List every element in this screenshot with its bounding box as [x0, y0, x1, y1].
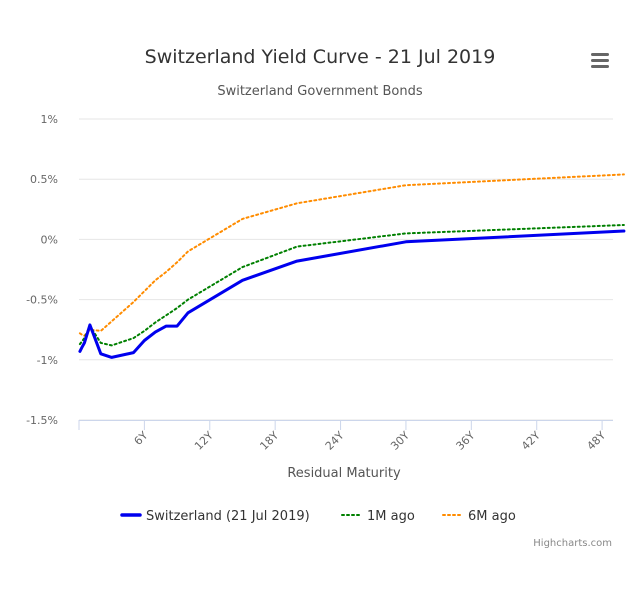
x-axis: 6Y 12Y 18Y 24Y 30Y 36Y 42Y 48Y	[78, 420, 613, 453]
y-tick-label: 1%	[41, 113, 58, 126]
x-tick-label: 36Y	[454, 429, 478, 453]
credits-link[interactable]: Highcharts.com	[533, 538, 612, 549]
x-tick-label: 42Y	[519, 429, 543, 453]
chart-title: Switzerland Yield Curve - 21 Jul 2019	[145, 46, 496, 68]
legend-item[interactable]: Switzerland (21 Jul 2019)	[120, 509, 310, 524]
series-line-6m-ago[interactable]	[78, 173, 625, 337]
series-line-switzerland[interactable]	[78, 229, 626, 359]
grid-lines	[79, 118, 613, 421]
hamburger-icon	[591, 53, 609, 68]
y-tick-label: 0.5%	[30, 173, 58, 186]
chart-subtitle: Switzerland Government Bonds	[217, 84, 423, 99]
legend-item[interactable]: 1M ago	[341, 509, 415, 524]
legend: Switzerland (21 Jul 2019) 1M ago 6M ago	[120, 509, 516, 524]
legend-item[interactable]: 6M ago	[442, 509, 516, 524]
x-axis-title: Residual Maturity	[287, 466, 401, 481]
x-tick-label: 6Y	[132, 429, 151, 448]
legend-label[interactable]: 1M ago	[367, 509, 415, 524]
series-lines	[78, 173, 626, 359]
x-tick-label: 12Y	[192, 429, 216, 453]
y-tick-label: -1.5%	[26, 414, 58, 427]
legend-label[interactable]: 6M ago	[468, 509, 516, 524]
x-tick-label: 48Y	[584, 429, 608, 453]
y-tick-label: 0%	[41, 233, 58, 246]
legend-label[interactable]: Switzerland (21 Jul 2019)	[146, 509, 310, 524]
y-axis-ticks: -1.5% -1% -0.5% 0% 0.5% 1%	[26, 113, 58, 427]
chart-menu-button[interactable]	[586, 47, 614, 73]
x-tick-label: 30Y	[388, 429, 412, 453]
x-tick-label: 24Y	[323, 429, 347, 453]
y-tick-label: -1%	[37, 354, 58, 367]
y-tick-label: -0.5%	[26, 294, 58, 307]
x-tick-label: 18Y	[257, 429, 281, 453]
